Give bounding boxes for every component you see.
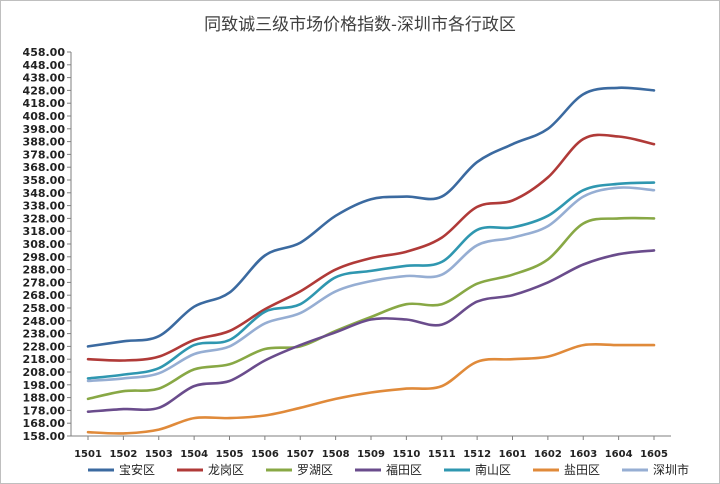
- legend-label: 盐田区: [564, 463, 600, 477]
- x-tick-label: 1604: [605, 449, 633, 460]
- x-tick-label: 1605: [640, 449, 668, 460]
- y-tick-label: 358.00: [23, 174, 66, 187]
- y-tick-label: 188.00: [23, 392, 66, 405]
- legend-label: 宝安区: [119, 462, 155, 477]
- x-tick-label: 1503: [145, 449, 173, 460]
- legend: 宝安区 龙岗区 罗湖区 福田区 南山区 盐田区 深圳市: [88, 462, 689, 477]
- y-tick-label: 208.00: [23, 366, 66, 379]
- y-tick-label: 168.00: [23, 417, 66, 430]
- x-tick-label: 1501: [74, 449, 102, 460]
- legend-label: 南山区: [475, 462, 511, 477]
- x-axis-ticks: 1501 1502 1503 1504 1505 1506 1507 1508 1509 1510…: [74, 436, 668, 460]
- y-tick-label: 158.00: [23, 430, 66, 443]
- x-tick-label: 1511: [428, 449, 456, 460]
- legend-label: 深圳市: [653, 462, 689, 477]
- series-line-3: [86, 216, 656, 401]
- series-lines: [86, 86, 656, 435]
- x-tick-label: 1505: [216, 449, 244, 460]
- x-tick-label: 1510: [392, 449, 420, 460]
- y-tick-label: 238.00: [23, 328, 66, 341]
- y-tick-label: 328.00: [23, 212, 66, 225]
- y-tick-label: 258.00: [23, 302, 66, 315]
- y-tick-label: 368.00: [23, 161, 66, 174]
- y-tick-label: 428.00: [23, 84, 66, 97]
- x-tick-label: 1603: [569, 449, 597, 460]
- y-tick-label: 398.00: [23, 123, 66, 136]
- x-tick-label: 1506: [251, 449, 279, 460]
- y-tick-label: 438.00: [23, 72, 66, 85]
- x-tick-label: 1508: [322, 449, 350, 460]
- y-tick-label: 308.00: [23, 238, 66, 251]
- y-tick-label: 318.00: [23, 225, 66, 238]
- legend-label: 福田区: [386, 462, 422, 477]
- series-line-1: [86, 86, 656, 348]
- y-tick-label: 218.00: [23, 353, 66, 366]
- series-line-7: [86, 186, 656, 383]
- chart-title: 同致诚三级市场价格指数-深圳市各行政区: [204, 15, 516, 35]
- y-tick-label: 418.00: [23, 97, 66, 110]
- y-axis-ticks: 158.00168.00178.00188.00198.00208.00218.…: [23, 46, 71, 443]
- legend-label: 罗湖区: [297, 462, 333, 477]
- series-line-2: [86, 133, 656, 362]
- y-tick-label: 338.00: [23, 200, 66, 213]
- x-tick-label: 1509: [357, 449, 385, 460]
- y-tick-label: 448.00: [23, 59, 66, 72]
- y-tick-label: 198.00: [23, 379, 66, 392]
- y-tick-label: 228.00: [23, 340, 66, 353]
- series-line-4: [86, 249, 656, 413]
- x-tick-label: 1512: [463, 449, 491, 460]
- y-tick-label: 248.00: [23, 315, 66, 328]
- x-tick-label: 1504: [180, 449, 208, 460]
- x-tick-label: 1507: [286, 449, 314, 460]
- y-tick-label: 348.00: [23, 187, 66, 200]
- y-tick-label: 408.00: [23, 110, 66, 123]
- y-tick-label: 388.00: [23, 136, 66, 149]
- y-tick-label: 178.00: [23, 404, 66, 417]
- legend-label: 龙岗区: [208, 463, 244, 477]
- y-tick-label: 458.00: [23, 46, 66, 59]
- series-line-6: [86, 342, 656, 435]
- y-tick-label: 268.00: [23, 289, 66, 302]
- series-line-5: [86, 181, 656, 380]
- axes: [70, 52, 671, 437]
- y-tick-label: 378.00: [23, 148, 66, 161]
- x-tick-label: 1602: [534, 449, 562, 460]
- y-tick-label: 278.00: [23, 276, 66, 289]
- y-tick-label: 288.00: [23, 264, 66, 277]
- x-tick-label: 1502: [109, 449, 137, 460]
- y-tick-label: 298.00: [23, 251, 66, 264]
- x-tick-label: 1601: [499, 449, 527, 460]
